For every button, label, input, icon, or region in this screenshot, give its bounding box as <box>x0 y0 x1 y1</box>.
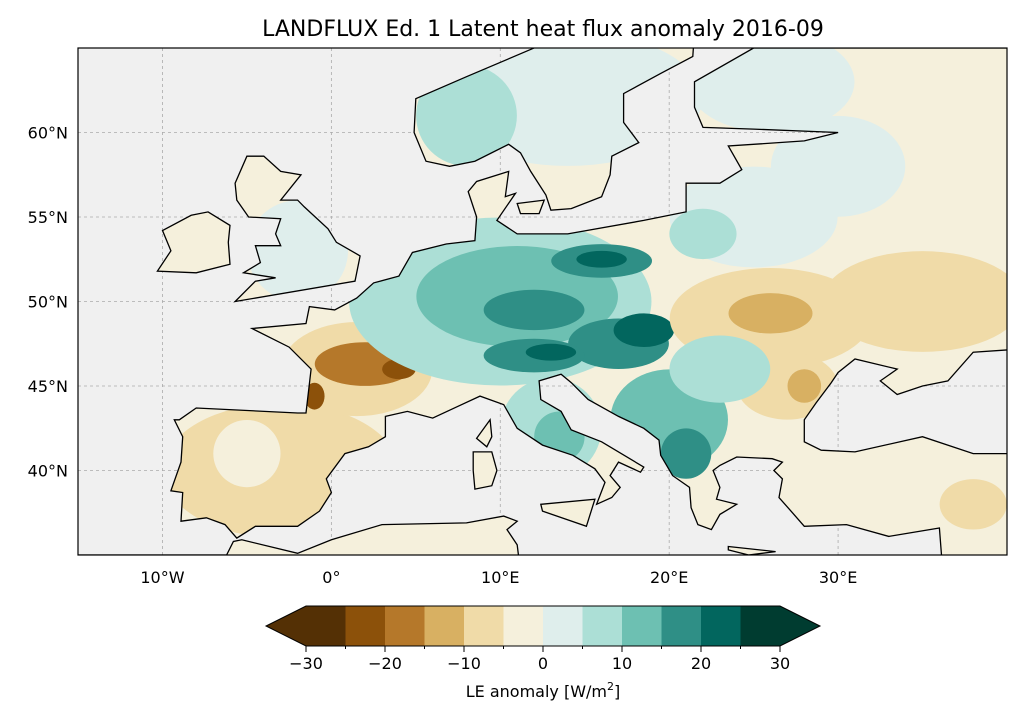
coastline-britain <box>233 155 361 303</box>
anomaly-region <box>179 225 230 276</box>
lat-tick-label: 55°N <box>28 208 68 227</box>
anomaly-region <box>576 250 627 268</box>
anomaly-region <box>416 65 517 166</box>
colorbar-extend-low <box>266 606 306 646</box>
map-panel: 10°W 0° 10°E 20°E 30°E 60°N 55°N 50°N 45°N 40°N <box>28 47 1008 587</box>
lon-tick-label: 30°E <box>819 568 857 587</box>
colorbar: −30 −20 −10 0 10 20 30 <box>264 605 822 673</box>
lat-tick-label: 50°N <box>28 293 68 312</box>
anomaly-region <box>613 313 675 348</box>
land-zealand <box>517 200 545 214</box>
map-title: LANDFLUX Ed. 1 Latent heat flux anomaly … <box>262 17 824 42</box>
coastline-crete <box>727 545 776 555</box>
colorbar-tick-label: −20 <box>368 654 402 673</box>
lat-tick-label: 45°N <box>28 377 68 396</box>
lat-tick-label: 60°N <box>28 124 68 143</box>
colorbar-extend-high <box>780 606 820 646</box>
colorbar-tick-label: −10 <box>447 654 481 673</box>
colorbar-segment <box>464 606 504 646</box>
anomaly-region <box>660 428 712 479</box>
colorbar-label: LE anomaly [W/m2] <box>466 680 621 701</box>
colorbar-segment <box>345 606 386 646</box>
colorbar-segment <box>622 606 662 646</box>
anomaly-region <box>525 343 577 361</box>
colorbar-segment <box>385 606 425 646</box>
anomaly-region <box>213 420 281 488</box>
anomaly-region <box>669 335 771 403</box>
coastline-scandinavia <box>413 48 695 211</box>
anomaly-region <box>669 208 737 260</box>
latitude-labels: 60°N 55°N 50°N 45°N 40°N <box>28 124 68 481</box>
colorbar-segment <box>740 606 781 646</box>
coastline-ireland <box>156 211 231 274</box>
coastline-zealand <box>516 199 546 215</box>
coastline-sicily <box>539 498 596 528</box>
map-frame <box>77 47 1008 556</box>
colorbar-segment <box>424 606 465 646</box>
colorbar-tick-label: 0 <box>538 654 548 673</box>
colorbar-segment <box>661 606 702 646</box>
coastline-sardinia <box>472 451 498 490</box>
coastline-mainland <box>170 48 1007 555</box>
colorbar-segment <box>306 606 346 646</box>
anomaly-region <box>728 293 813 334</box>
colorbar-tick-label: −30 <box>289 654 323 673</box>
lon-tick-label: 0° <box>322 568 340 587</box>
colorbar-segment <box>503 606 544 646</box>
colorbar-segment <box>701 606 741 646</box>
land-sicily <box>540 499 595 527</box>
anomaly-region <box>821 251 1007 352</box>
anomaly-region <box>787 369 822 403</box>
coastline-corsica <box>475 418 493 448</box>
lat-tick-label: 40°N <box>28 462 68 481</box>
lon-tick-label: 20°E <box>650 568 688 587</box>
longitude-labels: 10°W 0° 10°E 20°E 30°E <box>140 568 857 587</box>
colorbar-tick-label: 20 <box>691 654 711 673</box>
lon-tick-label: 10°E <box>481 568 519 587</box>
colorbar-segment <box>543 606 583 646</box>
anomaly-region <box>939 479 1007 530</box>
colorbar-tick-label: 10 <box>612 654 632 673</box>
anomaly-region <box>483 289 585 331</box>
coastline-africa <box>78 515 520 555</box>
land-sardinia <box>473 451 497 490</box>
colorbar-segment <box>582 606 623 646</box>
land-africa <box>78 516 519 555</box>
anomaly-region <box>304 382 325 410</box>
land-corsica <box>476 419 492 447</box>
coastlines <box>78 48 1007 555</box>
lon-tick-label: 10°W <box>140 568 184 587</box>
colorbar-tick-label: 30 <box>770 654 790 673</box>
